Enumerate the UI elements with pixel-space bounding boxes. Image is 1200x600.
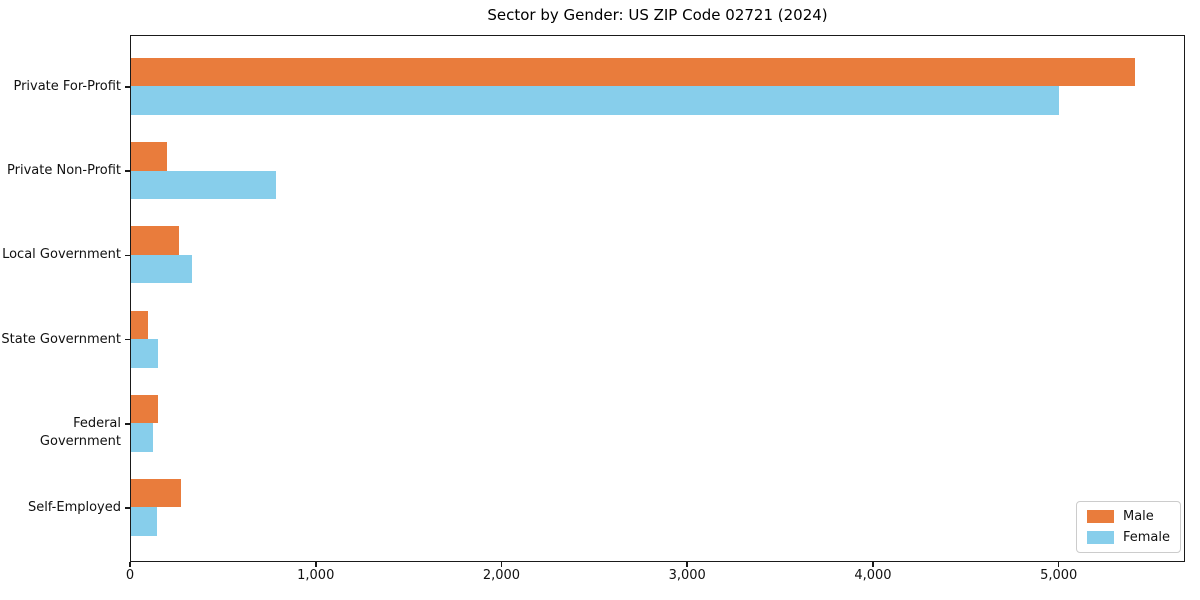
legend-label-male: Male [1122,509,1154,524]
y-axis-label-0: Private For-Profit [13,79,121,94]
y-axis-label-3: State Government [1,331,121,347]
x-tick-label-4: 4,000 [854,568,892,583]
y-tick-1 [125,170,130,172]
bar-female-1 [131,170,277,200]
y-tick-2 [125,254,130,257]
legend: Male Female [1075,501,1181,553]
plot-area: Male Female [130,35,1185,562]
x-tick-4 [872,562,874,567]
bar-male-3 [131,310,148,339]
bar-male-5 [131,478,181,508]
bar-male-0 [131,57,1135,87]
y-axis-label-1: Private Non-Profit [7,163,121,179]
bar-female-0 [131,86,1059,115]
x-tick-3 [686,562,688,567]
chart-title: Sector by Gender: US ZIP Code 02721 (202… [487,6,828,24]
bar-male-4 [131,394,158,424]
y-tick-0 [125,86,130,88]
y-axis-label-5: Self-Employed [27,500,121,515]
legend-item-male: Male [1086,509,1170,524]
x-tick-label-1: 1,000 [297,568,335,583]
legend-label-female: Female [1122,530,1170,545]
legend-item-female: Female [1086,530,1170,545]
y-axis-label-2: Local Government [2,247,121,263]
y-axis-label-4: Federal Government [39,415,121,449]
bar-female-5 [131,507,157,536]
y-tick-3 [125,338,130,341]
x-tick-label-0: 0 [125,568,135,583]
bar-male-2 [131,226,180,255]
bar-female-2 [131,254,193,284]
x-tick-label-2: 2,000 [482,568,521,583]
legend-swatch-male [1086,510,1114,523]
x-tick-5 [1057,562,1060,567]
x-tick-0 [129,562,131,567]
bar-female-4 [131,423,154,452]
x-tick-label-3: 3,000 [668,568,706,583]
bar-female-3 [131,339,158,368]
y-tick-5 [125,507,130,509]
y-tick-4 [125,423,130,425]
x-tick-label-5: 5,000 [1040,568,1078,583]
x-tick-2 [500,562,503,567]
bar-male-1 [131,142,168,171]
x-tick-1 [314,562,317,567]
legend-swatch-female [1086,531,1114,544]
